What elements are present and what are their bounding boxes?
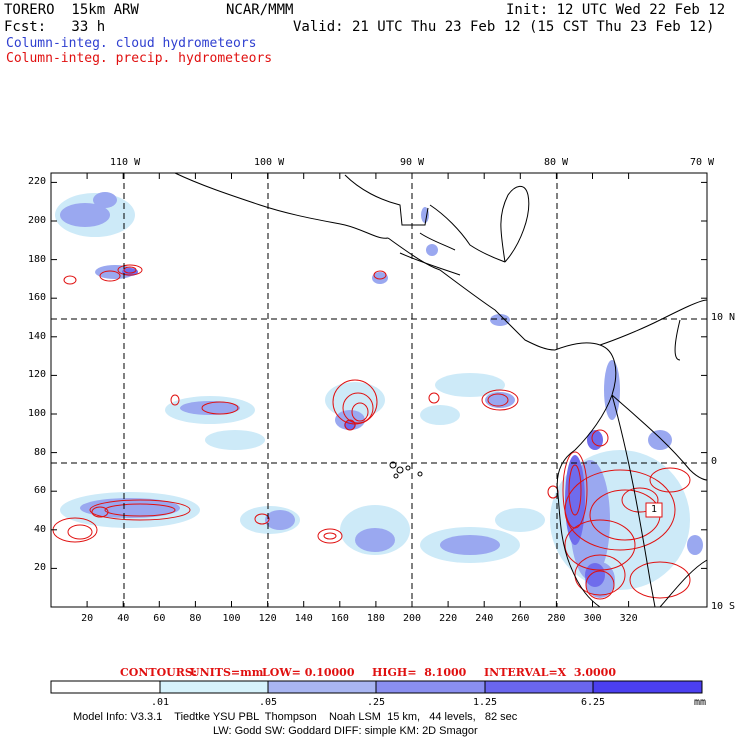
grid-lines	[51, 173, 707, 607]
y-tick-label: 160	[28, 292, 47, 304]
colorbar-segment	[159, 680, 269, 694]
coastlines	[174, 172, 708, 608]
x-tick-label: 60	[153, 613, 166, 624]
colorbar-label: .01	[151, 697, 170, 708]
precip-field-label: Column-integ. precip. hydrometeors	[6, 51, 273, 66]
lon-label: 90 W	[400, 157, 425, 168]
y-tick-label: 120	[28, 369, 47, 381]
org-label: NCAR/MMM	[226, 2, 294, 18]
lat-label: 10 S	[711, 601, 736, 612]
colorbar-segment	[375, 680, 486, 694]
x-tick-label: 240	[475, 613, 494, 624]
x-tick-label: 180	[366, 613, 385, 624]
contour-label-box	[645, 502, 663, 518]
lat-label: 0	[711, 456, 718, 467]
valid-time: Valid: 21 UTC Thu 23 Feb 12 (15 CST Thu …	[293, 19, 715, 35]
forecast-hour: Fcst: 33 h	[4, 19, 106, 35]
x-tick-label: 120	[258, 613, 277, 624]
colorbar-segment	[267, 680, 377, 694]
y-tick-label: 200	[28, 215, 47, 226]
init-time: Init: 12 UTC Wed 22 Feb 12	[506, 2, 726, 18]
x-tick-label: 320	[619, 613, 638, 624]
x-tick-label: 20	[81, 613, 94, 624]
colorbar-label: 6.25	[581, 697, 606, 708]
y-tick-label: 180	[28, 253, 47, 265]
axis-ticks	[51, 173, 707, 607]
colorbar-unit: mm	[694, 697, 707, 708]
x-tick-label: 200	[403, 613, 422, 624]
model-info-line2: LW: Godd SW: Goddard DIFF: simple KM: 2D…	[213, 725, 478, 737]
lon-label: 110 W	[110, 157, 141, 168]
colorbar-label: 1.25	[473, 697, 498, 708]
cloud-field-label: Column-integ. cloud hydrometeors	[6, 36, 257, 51]
contours-low: LOW= 0.10000	[262, 666, 355, 679]
x-tick-label: 220	[439, 613, 458, 624]
contours-high: HIGH= 8.1000	[372, 666, 467, 679]
y-tick-label: 140	[28, 330, 47, 342]
lon-label: 70 W	[690, 157, 715, 168]
contour-label: 1	[651, 504, 658, 515]
y-tick-label: 40	[34, 523, 47, 535]
colorbar-label: .05	[259, 697, 278, 708]
model-info-line1: Model Info: V3.3.1 Tiedtke YSU PBL Thomp…	[73, 711, 518, 723]
colorbar-segment	[50, 680, 161, 694]
contours-units: UNITS=mm	[190, 666, 264, 679]
colorbar-segment	[484, 680, 594, 694]
y-tick-label: 60	[34, 485, 47, 497]
colorbar	[50, 680, 703, 694]
y-tick-label: 100	[28, 408, 47, 419]
model-title: TORERO 15km ARW	[4, 2, 139, 18]
x-tick-label: 100	[222, 613, 241, 624]
x-tick-label: 140	[294, 613, 313, 624]
lon-label: 80 W	[544, 157, 569, 168]
lat-label: 10 N	[711, 312, 736, 323]
x-tick-label: 300	[583, 613, 602, 624]
x-tick-label: 260	[511, 613, 530, 624]
y-tick-label: 220	[28, 176, 47, 188]
contours-interval: INTERVAL=X 3.0000	[484, 666, 616, 679]
lon-label: 100 W	[254, 157, 285, 168]
y-tick-label: 80	[34, 446, 47, 458]
x-tick-label: 40	[117, 613, 130, 624]
cloud-shading-medium	[60, 192, 703, 598]
colorbar-label: .25	[367, 697, 386, 708]
contours-prefix: CONTOURS:	[120, 666, 197, 679]
x-tick-label: 280	[547, 613, 566, 624]
x-tick-label: 160	[330, 613, 349, 624]
y-tick-label: 20	[34, 562, 47, 574]
x-tick-label: 80	[189, 613, 202, 624]
colorbar-segment	[592, 680, 703, 694]
